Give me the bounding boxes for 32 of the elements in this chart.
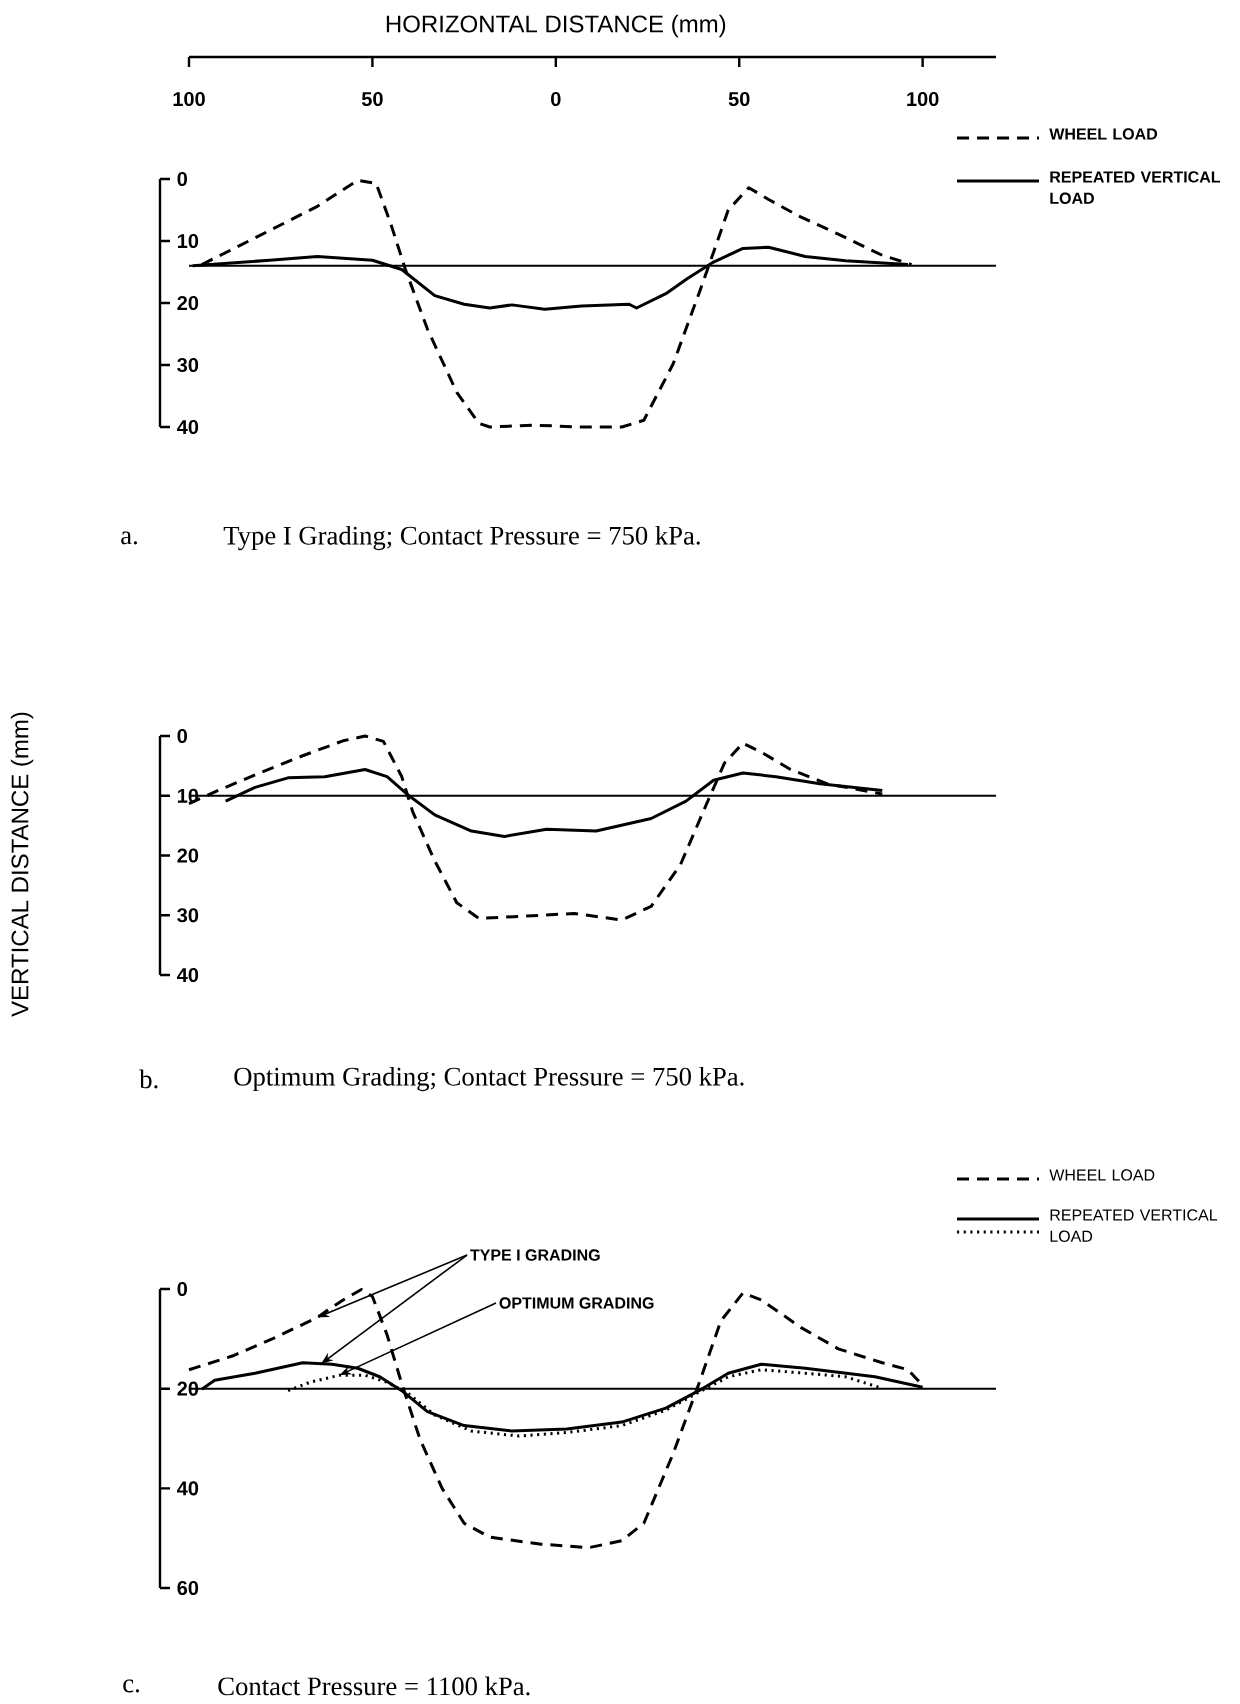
y-tick-label: 40 <box>177 419 199 435</box>
y-tick-label: 30 <box>177 357 199 373</box>
annotation: OPTIMUM GRADING <box>499 1297 654 1309</box>
x-tick-label: 100 <box>907 91 939 107</box>
y-tick-label: 40 <box>177 967 199 983</box>
y-tick-label: 30 <box>177 908 199 923</box>
x-tick-label: 50 <box>728 91 750 107</box>
text: c. <box>123 1679 140 1693</box>
y-tick-label: 20 <box>177 295 199 311</box>
annotation: TYPE I GRADING <box>470 1249 600 1261</box>
text: Optimum Grading; Contact Pressure = 750 kPa. <box>234 1066 744 1092</box>
y-axis-title: VERTICAL DISTANCE (mm) <box>10 712 34 1017</box>
y-tick-label: 10 <box>177 233 199 249</box>
y-tick-label: 0 <box>177 728 187 744</box>
x-tick-label: 100 <box>173 91 205 107</box>
text: a. <box>121 531 138 545</box>
text: Type I Grading; Contact Pressure = 750 kPa. <box>223 525 700 551</box>
y-tick-label: 40 <box>177 1481 199 1496</box>
text: b. <box>139 1069 158 1089</box>
y-tick-label: 60 <box>177 1580 199 1596</box>
x-tick-label: 50 <box>361 91 383 107</box>
y-tick-label: 0 <box>177 1281 187 1297</box>
x-tick-label: 0 <box>551 91 561 107</box>
text: REPEATED VERTICAL LOAD <box>1050 171 1221 204</box>
text: REPEATED VERTICAL LOAD <box>1050 1209 1218 1242</box>
y-tick-label: 20 <box>177 1381 199 1396</box>
text: WHEEL LOAD <box>1049 128 1158 140</box>
x-axis-title: HORIZONTAL DISTANCE (mm) <box>386 14 726 38</box>
y-tick-label: 0 <box>177 171 187 187</box>
y-tick-label: 20 <box>177 848 199 863</box>
text: Contact Pressure = 1100 kPa. <box>218 1676 530 1696</box>
text: WHEEL LOAD <box>1049 1169 1155 1181</box>
